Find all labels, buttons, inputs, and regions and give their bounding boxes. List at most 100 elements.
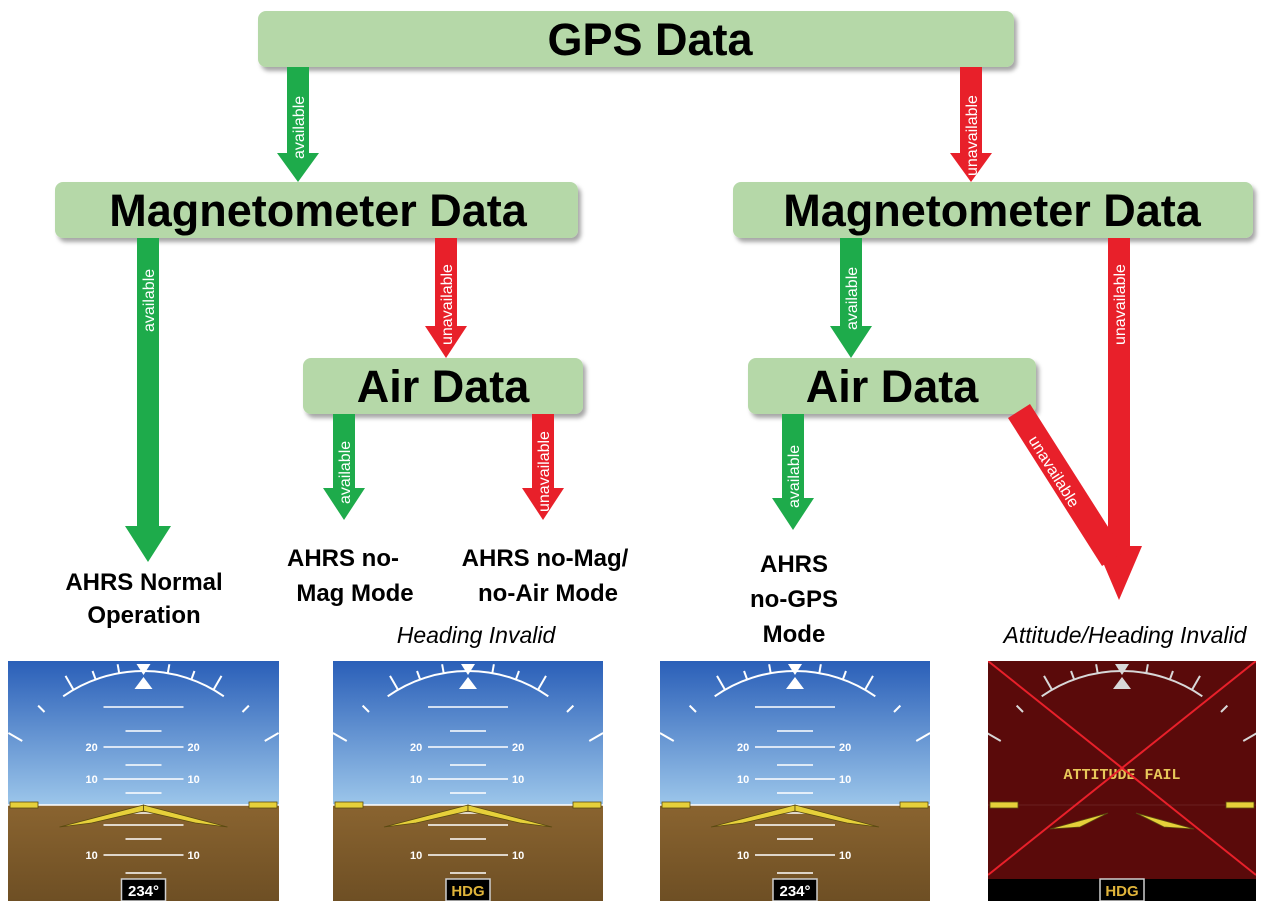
pitch-label: 20 — [512, 742, 524, 754]
arrow-label-available: available — [786, 445, 803, 508]
roll-tick — [566, 704, 575, 713]
arrow-mag-left-unavailable: unavailable — [425, 238, 467, 358]
roll-tick — [818, 664, 822, 674]
magnetometer-data-label-right: Magnetometer Data — [783, 185, 1202, 236]
pitch-label: 10 — [512, 850, 524, 862]
arrow-label-available: available — [844, 267, 861, 330]
roll-tick — [1043, 675, 1053, 691]
pitch-label: 20 — [737, 742, 749, 754]
mode-no-mag-line1: AHRS no- — [287, 545, 399, 572]
roll-tick — [166, 664, 171, 674]
heading-box — [445, 878, 491, 901]
aircraft-wing-right — [1135, 812, 1195, 830]
wing-bar-right — [1225, 801, 1255, 809]
pitch-label: 10 — [410, 850, 422, 862]
wing-bar-right — [572, 801, 602, 809]
roll-tick — [588, 732, 603, 742]
roll-tick — [1145, 664, 1149, 674]
roll-pointer — [1113, 677, 1131, 689]
roll-tick — [190, 670, 196, 680]
roll-tick — [1095, 664, 1099, 674]
roll-tick — [514, 670, 520, 680]
roll-tick — [212, 675, 223, 691]
heading-box — [120, 878, 167, 901]
wing-bar-left — [989, 801, 1019, 809]
arrow-label-available: available — [291, 96, 308, 159]
fail-cross-line — [988, 661, 1256, 876]
roll-tick — [688, 704, 697, 713]
note-attitude-heading-invalid: Attitude/Heading Invalid — [1002, 622, 1248, 648]
mode-no-mag-no-air-line2: no-Air Mode — [478, 580, 618, 607]
roll-tick — [660, 732, 675, 742]
roll-index — [136, 664, 151, 675]
pitch-label: 10 — [410, 774, 422, 786]
roll-tick — [988, 732, 1002, 742]
aircraft-wing-right — [143, 804, 228, 828]
attitude-fail-text: ATTITUDE FAIL — [1063, 767, 1180, 784]
roll-tick — [1191, 675, 1201, 691]
gps-data-label: GPS Data — [547, 14, 753, 65]
wing-bar-right — [899, 801, 929, 809]
mode-no-gps-line2: no-GPS — [750, 586, 838, 613]
wing-bar-left — [334, 801, 364, 809]
pitch-label: 10 — [737, 850, 749, 862]
roll-tick — [441, 664, 445, 674]
pitch-label: 10 — [188, 774, 200, 786]
pitch-label: 20 — [86, 742, 98, 754]
air-data-label-left: Air Data — [357, 361, 531, 412]
mode-no-mag-line2: Mag Mode — [296, 580, 413, 607]
roll-tick — [841, 670, 847, 680]
roll-tick — [361, 704, 370, 713]
roll-tick — [768, 664, 772, 674]
mode-no-mag-no-air-line1: AHRS no-Mag/ — [462, 545, 629, 572]
attitude-display-3: 20 20 10 10 10 10 234° — [660, 661, 930, 901]
roll-tick — [416, 670, 422, 680]
roll-index — [1115, 664, 1129, 675]
air-data-label-right: Air Data — [806, 361, 980, 412]
roll-tick — [537, 675, 547, 691]
roll-index — [788, 664, 802, 675]
heading-flag: HDG — [451, 883, 484, 900]
pitch-label: 20 — [188, 742, 200, 754]
arrow-label-unavailable: unavailable — [439, 264, 456, 345]
fail-background — [988, 661, 1256, 901]
roll-tick — [1070, 670, 1076, 680]
roll-tick — [864, 675, 874, 691]
roll-tick — [264, 732, 279, 742]
heading-flag: HDG — [1105, 883, 1138, 900]
roll-tick — [8, 732, 23, 742]
wing-bar-left — [661, 801, 691, 809]
roll-tick — [1168, 670, 1174, 680]
roll-tick — [716, 675, 726, 691]
aircraft-wing-left — [1049, 812, 1109, 830]
aircraft-wing-right — [467, 804, 553, 828]
pitch-label: 10 — [839, 774, 851, 786]
roll-tick — [915, 732, 930, 742]
roll-tick — [64, 675, 75, 691]
roll-pointer — [134, 677, 153, 689]
pitch-label: 10 — [86, 850, 98, 862]
roll-tick — [389, 675, 399, 691]
arrow-label-available: available — [337, 441, 354, 504]
pitch-label: 20 — [839, 742, 851, 754]
roll-tick — [1015, 704, 1024, 713]
pitch-label: 10 — [737, 774, 749, 786]
roll-tick — [1242, 732, 1256, 742]
mode-normal-line1: AHRS Normal — [65, 569, 222, 596]
attitude-display-4: ATTITUDE FAIL HDG — [988, 661, 1256, 901]
arrow-mag-left-available: available — [125, 238, 171, 562]
wing-bar-left — [9, 801, 39, 809]
roll-pointer — [786, 677, 804, 689]
mode-no-gps-line3: Mode — [763, 621, 826, 648]
roll-tick — [37, 704, 46, 713]
arrow-air-left-available: available — [323, 414, 365, 520]
arrow-gps-available: available — [277, 67, 319, 182]
roll-index — [461, 664, 475, 675]
arrow-air-right-unavailable: unavailable — [1008, 404, 1124, 566]
roll-tick — [91, 670, 97, 680]
heading-box — [772, 878, 818, 901]
air-data-box-left: Air Data — [303, 358, 583, 414]
pitch-label: 10 — [839, 850, 851, 862]
arrow-air-right-available: available — [772, 414, 814, 530]
